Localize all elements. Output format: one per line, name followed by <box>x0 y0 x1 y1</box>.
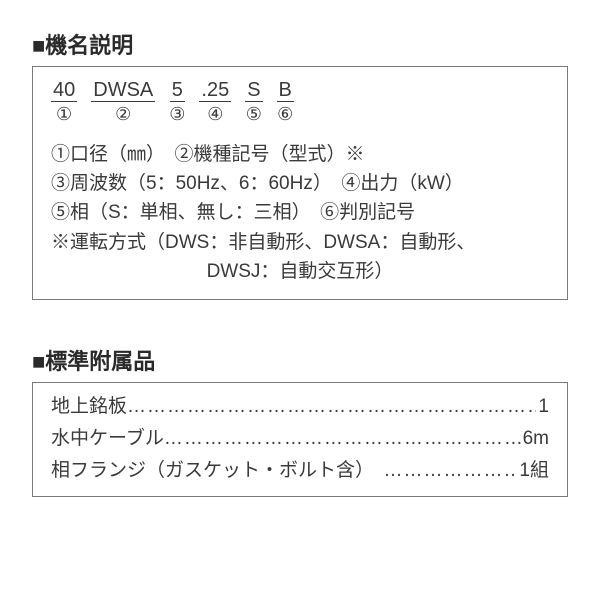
section-title-model: ■機名説明 <box>32 28 568 60</box>
accessory-label-3: 相フランジ（ガスケット・ボルト含） <box>51 455 384 487</box>
dots-leader <box>384 455 518 487</box>
accessory-value-2: 6m <box>521 423 549 455</box>
model-col-1: 40 ① <box>51 79 77 126</box>
accessory-row-2: 水中ケーブル 6m <box>51 423 549 455</box>
model-num-2: ② <box>115 104 131 126</box>
model-part-5: S <box>245 79 262 102</box>
accessory-row-3: 相フランジ（ガスケット・ボルト含） 1組 <box>51 455 549 487</box>
model-num-5: ⑤ <box>246 104 262 126</box>
accessory-value-3: 1組 <box>517 455 549 487</box>
accessory-label-1: 地上銘板 <box>51 391 127 423</box>
explain-line-2: ③周波数（5：50Hz、6：60Hz） ④出力（kW） <box>51 169 549 198</box>
section-title-accessory: ■標準附属品 <box>32 344 568 376</box>
model-num-4: ④ <box>207 104 223 126</box>
model-col-5: S ⑤ <box>245 79 262 126</box>
model-num-1: ① <box>56 104 72 126</box>
dots-leader <box>127 391 536 423</box>
explain-block: ①口径（㎜） ②機種記号（型式）※ ③周波数（5：50Hz、6：60Hz） ④出… <box>51 140 549 287</box>
explain-line-4: ※運転方式（DWS：非自動形、DWSA：自動形、 <box>51 228 549 257</box>
model-part-4: .25 <box>199 79 231 102</box>
explain-line-1: ①口径（㎜） ②機種記号（型式）※ <box>51 140 549 169</box>
accessory-box: 地上銘板 1 水中ケーブル 6m 相フランジ（ガスケット・ボルト含） 1組 <box>32 382 568 497</box>
model-num-6: ⑥ <box>277 104 293 126</box>
accessory-row-1: 地上銘板 1 <box>51 391 549 423</box>
model-col-2: DWSA ② <box>91 79 155 126</box>
model-col-3: 5 ③ <box>169 79 185 126</box>
explain-line-5: DWSJ：自動交互形） <box>51 257 549 286</box>
model-part-3: 5 <box>170 79 185 102</box>
model-part-2: DWSA <box>91 79 155 102</box>
accessory-value-1: 1 <box>536 391 549 423</box>
accessory-label-2: 水中ケーブル <box>51 423 164 455</box>
model-col-6: B ⑥ <box>277 79 294 126</box>
model-num-3: ③ <box>169 104 185 126</box>
model-part-6: B <box>277 79 294 102</box>
model-explain-box: 40 ① DWSA ② 5 ③ .25 ④ S ⑤ B ⑥ ①口径（㎜） ②機種… <box>32 66 568 300</box>
model-col-4: .25 ④ <box>199 79 231 126</box>
model-part-1: 40 <box>51 79 77 102</box>
model-parts-row: 40 ① DWSA ② 5 ③ .25 ④ S ⑤ B ⑥ <box>51 79 549 126</box>
explain-line-3: ⑤相（S：単相、無し：三相） ⑥判別記号 <box>51 198 549 227</box>
dots-leader <box>164 423 521 455</box>
